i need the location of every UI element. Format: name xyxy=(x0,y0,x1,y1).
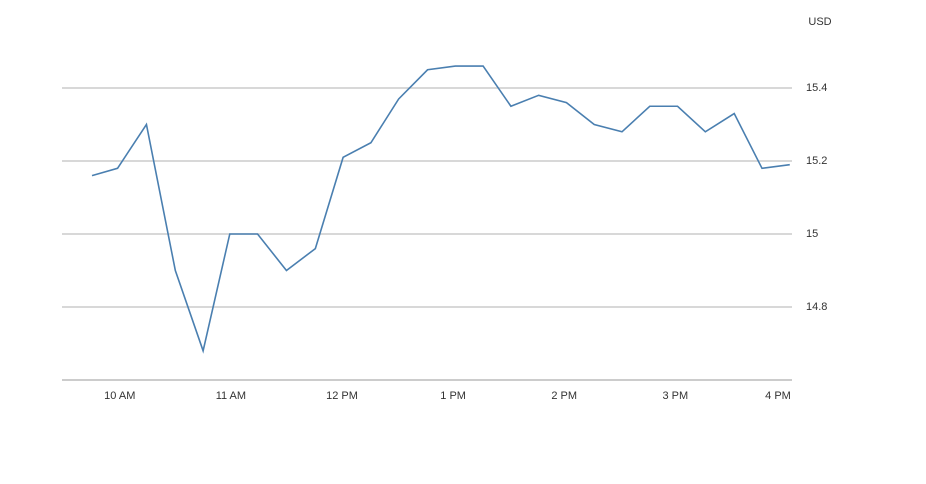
y-axis-label: USD xyxy=(808,16,831,28)
y-tick-label: 15.4 xyxy=(806,82,827,94)
x-tick-label: 11 AM xyxy=(216,390,246,402)
x-tick-label: 12 PM xyxy=(326,390,358,402)
y-tick-label: 14.8 xyxy=(806,301,827,313)
y-tick-label: 15 xyxy=(806,228,818,240)
price-line xyxy=(91,65,790,354)
y-tick-label: 15.2 xyxy=(806,155,827,167)
x-tick-label: 2 PM xyxy=(551,390,577,402)
x-tick-label: 3 PM xyxy=(662,390,688,402)
x-tick-label: 4 PM xyxy=(765,390,791,402)
x-tick-label: 10 AM xyxy=(104,390,135,402)
x-tick-label: 1 PM xyxy=(440,390,466,402)
